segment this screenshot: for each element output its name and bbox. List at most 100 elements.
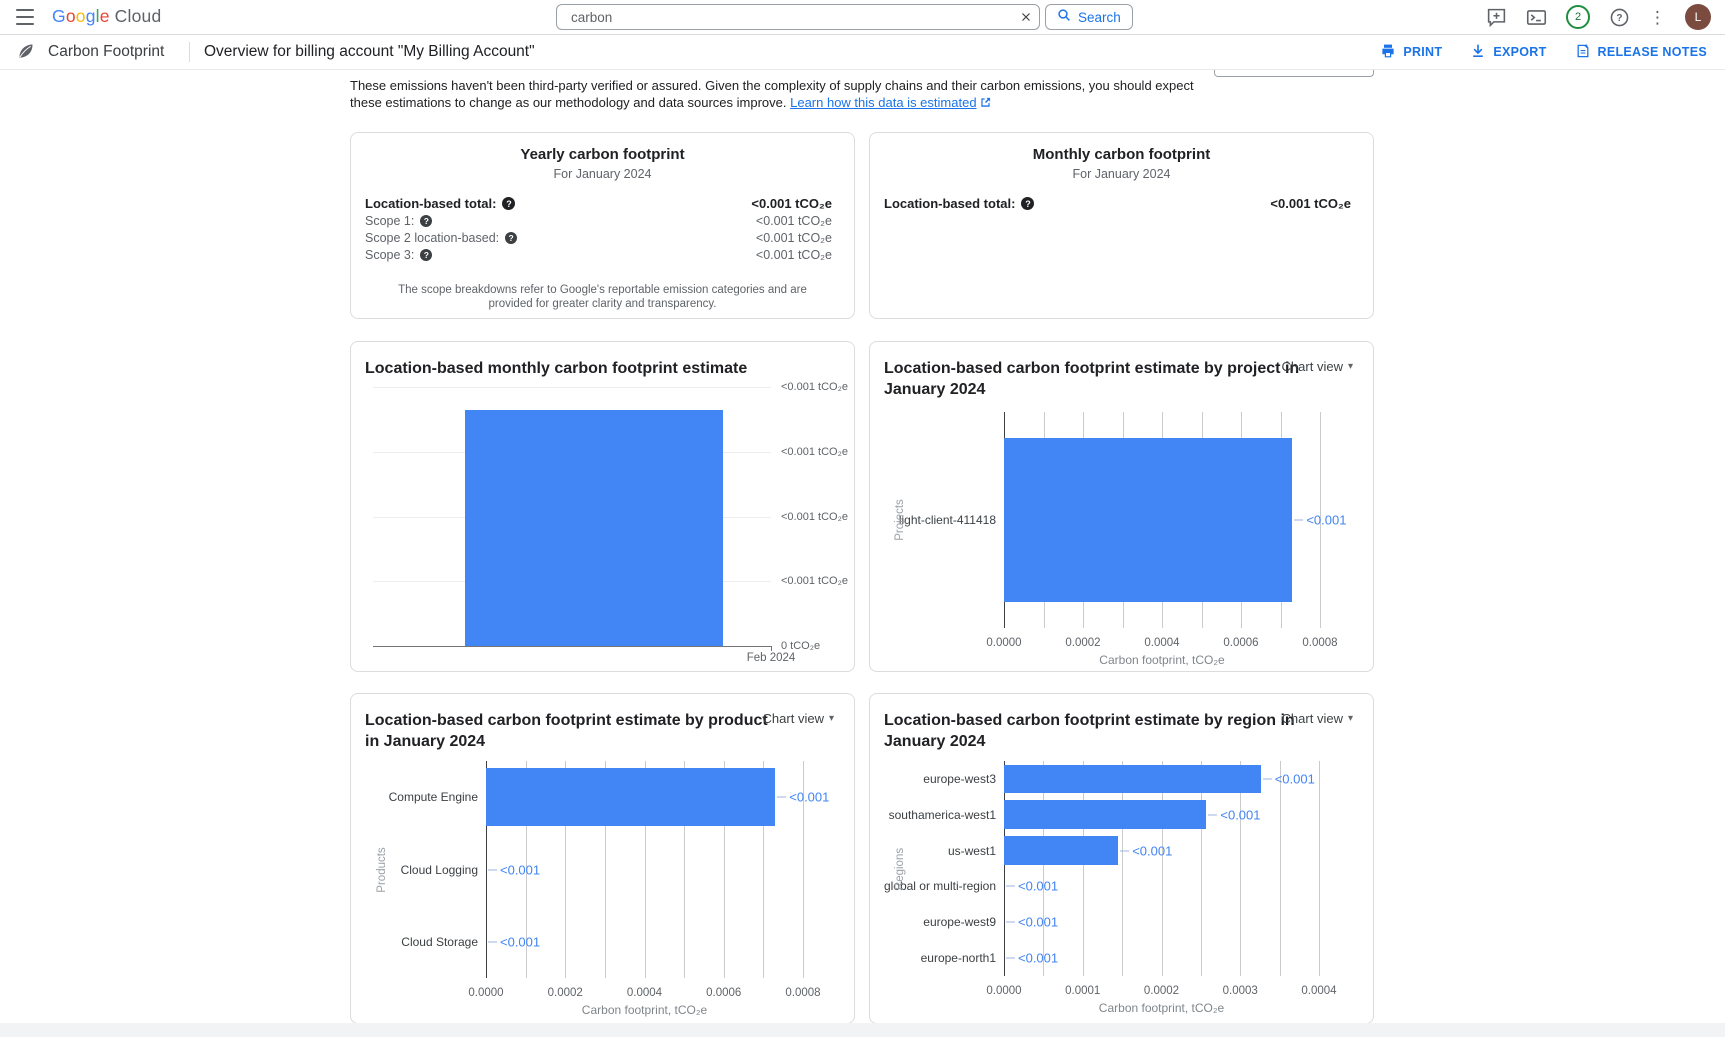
bar-us-west1[interactable] (1004, 836, 1119, 865)
gridline (604, 761, 606, 978)
search-input[interactable] (557, 9, 1013, 25)
x-axis-tick-label: 0.0003 (1222, 985, 1258, 997)
project-chart-card: Location-based carbon footprint estimate… (869, 341, 1374, 672)
x-axis-title: Carbon footprint, tCO₂e (1099, 653, 1225, 667)
monthly-card-title: Monthly carbon footprint (1032, 146, 1211, 163)
bar-compute-engine[interactable] (486, 768, 776, 827)
gridline (565, 761, 567, 978)
release-notes-button[interactable]: RELEASE NOTES (1575, 43, 1707, 62)
scope1-row: Scope 1: ? <0.001 tCO₂e (365, 214, 832, 228)
gridline (1240, 761, 1242, 976)
product-chart-card: Location-based carbon footprint estimate… (350, 693, 855, 1024)
avatar[interactable]: L (1685, 4, 1711, 30)
y-axis-tick-label: <0.001 tCO₂e (781, 445, 848, 458)
print-button[interactable]: PRINT (1380, 43, 1442, 62)
chart-view-dropdown[interactable]: Chart view ▾ (1282, 711, 1353, 726)
x-axis-title: Carbon footprint, tCO₂e (581, 1003, 708, 1017)
chevron-down-icon: ▾ (1347, 361, 1353, 372)
search-button-label: Search (1078, 9, 1121, 25)
menu-icon[interactable] (16, 9, 36, 25)
cloud-shell-icon[interactable] (1526, 7, 1547, 28)
chart-view-label: Chart view (1281, 711, 1343, 726)
chart-title-monthly: Location-based monthly carbon footprint … (365, 360, 748, 377)
x-axis-tick-label: 0.0000 (986, 985, 1022, 997)
print-icon (1380, 43, 1396, 62)
gridline (803, 761, 804, 978)
toolbar-divider (189, 42, 190, 62)
notifications-badge[interactable]: 2 (1566, 5, 1590, 29)
x-axis-tick-label: 0.0004 (626, 987, 663, 999)
gridline (723, 761, 725, 978)
scope3-label: Scope 3: (365, 248, 415, 262)
scope3-row: Scope 3: ? <0.001 tCO₂e (365, 248, 832, 262)
help-circle-icon[interactable]: ? (1021, 197, 1035, 210)
bar-light-client-411418[interactable] (1004, 437, 1293, 603)
gridline (1200, 761, 1202, 976)
top-bar-icons: 2 ? ⋮ L (1486, 0, 1711, 34)
chevron-down-icon: ▾ (1347, 713, 1353, 724)
help-circle-icon[interactable]: ? (420, 249, 433, 261)
category-label: Cloud Storage (401, 934, 478, 949)
google-cloud-logo[interactable]: Google Cloud (52, 6, 161, 27)
yearly-total-row: Location-based total: ? <0.001 tCO₂e (365, 196, 832, 211)
svg-text:?: ? (1616, 13, 1622, 24)
monthly-total-label: Location-based total: (884, 196, 1016, 211)
value-label: <0.001 (1294, 513, 1346, 528)
value-label: <0.001 (1208, 807, 1261, 822)
help-circle-icon[interactable]: ? (502, 197, 516, 210)
help-circle-icon[interactable]: ? (420, 215, 433, 227)
learn-link[interactable]: Learn how this data is estimated (790, 95, 990, 110)
value-label: <0.001 (488, 862, 540, 877)
category-label: europe-west9 (923, 915, 996, 930)
monthly-estimate-chart-card: Location-based monthly carbon footprint … (350, 341, 855, 672)
search-button[interactable]: Search (1045, 4, 1133, 30)
scope2-label: Scope 2 location-based: (365, 231, 500, 245)
help-circle-icon[interactable]: ? (505, 232, 518, 244)
bar-europe-west3[interactable] (1004, 764, 1261, 794)
y-axis-line (486, 761, 487, 978)
value-label: <0.001 (1120, 843, 1172, 858)
x-axis-tick-label: 0.0002 (1065, 637, 1101, 649)
yearly-total-value: <0.001 tCO₂e (751, 196, 832, 211)
clear-search-icon[interactable] (1013, 5, 1039, 29)
category-label: global or multi-region (883, 879, 996, 894)
export-button[interactable]: EXPORT (1470, 43, 1546, 62)
more-vert-icon[interactable]: ⋮ (1649, 7, 1666, 27)
chart-view-label: Chart view (1281, 359, 1343, 374)
category-label: us-west1 (947, 843, 996, 858)
x-axis-tick-label: 0.0001 (1065, 985, 1101, 997)
collapsed-dropdown[interactable] (1214, 70, 1374, 77)
release-notes-label: RELEASE NOTES (1597, 45, 1707, 59)
category-label: europe-west3 (923, 771, 996, 786)
help-icon[interactable]: ? (1609, 7, 1630, 28)
app-title: Carbon Footprint (48, 43, 165, 60)
value-label: <0.001 (488, 934, 540, 949)
chart-view-dropdown[interactable]: Chart view ▾ (1282, 359, 1353, 374)
search-icon (1057, 8, 1072, 26)
logo-google-text: Google (52, 6, 110, 26)
monthly-summary-card: Monthly carbon footprint For January 202… (869, 132, 1374, 319)
feedback-icon[interactable] (1486, 7, 1507, 28)
chart-title-project: Location-based carbon footprint estimate… (884, 360, 1300, 398)
gridline (373, 387, 771, 388)
gridline (684, 761, 686, 978)
carbon-footprint-leaf-icon (15, 41, 36, 67)
bar-feb-2024[interactable] (464, 409, 724, 646)
x-axis-tick-label: 0.0006 (1223, 637, 1259, 649)
logo-cloud-text: Cloud (114, 6, 162, 26)
gridline (1082, 761, 1084, 976)
y-axis-tick-label: <0.001 tCO₂e (781, 381, 848, 393)
y-axis-tick-label: 0 tCO₂e (781, 640, 821, 652)
gridline (763, 761, 765, 978)
category-label: europe-north1 (920, 951, 996, 966)
yearly-total-label: Location-based total: (365, 196, 497, 211)
search-input-box[interactable] (556, 4, 1040, 30)
bar-southamerica-west1[interactable] (1004, 800, 1207, 830)
value-label: <0.001 (777, 790, 829, 805)
x-axis-tick-label: 0.0008 (785, 987, 821, 999)
chart-view-dropdown[interactable]: Chart view ▾ (763, 711, 834, 726)
gridline (1043, 761, 1045, 976)
monthly-estimate-plot: <0.001 tCO₂e <0.001 tCO₂e <0.001 tCO₂e <0.0… (373, 381, 848, 664)
chart-view-label: Chart view (762, 711, 824, 726)
y-axis-title: Products (376, 846, 388, 893)
